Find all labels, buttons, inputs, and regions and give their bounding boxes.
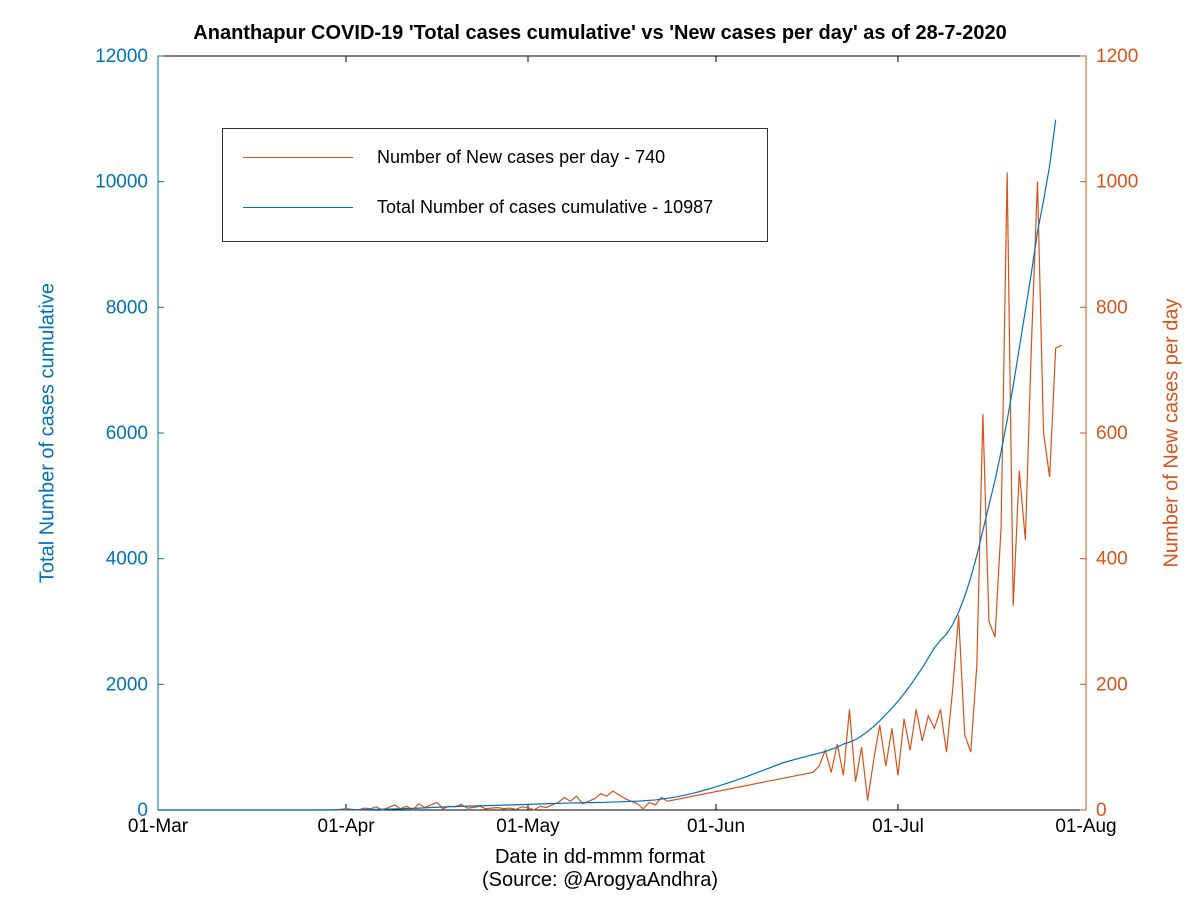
chart-container: Ananthapur COVID-19 'Total cases cumulat… xyxy=(0,0,1200,900)
legend-label: Number of New cases per day - 740 xyxy=(377,147,665,168)
legend-line-swatch xyxy=(243,207,353,208)
y-left-tick-label: 10000 xyxy=(95,172,148,193)
y-right-tick-label: 200 xyxy=(1096,674,1128,695)
y-left-tick-label: 12000 xyxy=(95,46,148,67)
y-axis-right-label: Number of New cases per day xyxy=(1161,298,1184,567)
y-right-tick-label: 0 xyxy=(1096,800,1107,821)
y-left-tick-label: 6000 xyxy=(106,423,148,444)
y-right-tick-label: 1000 xyxy=(1096,172,1138,193)
legend-item: Number of New cases per day - 740 xyxy=(243,139,747,175)
chart-title: Ananthapur COVID-19 'Total cases cumulat… xyxy=(0,22,1200,45)
legend-label: Total Number of cases cumulative - 10987 xyxy=(377,197,713,218)
x-axis-label-line2: (Source: @ArogyaAndhra) xyxy=(0,869,1200,892)
x-tick-label: 01-Apr xyxy=(318,816,376,837)
y-right-tick-label: 1200 xyxy=(1096,46,1138,67)
y-left-tick-label: 0 xyxy=(137,800,148,821)
legend: Number of New cases per day - 740 Total N… xyxy=(222,128,768,242)
y-left-tick-label: 4000 xyxy=(106,549,148,570)
series-new-cases xyxy=(158,172,1062,810)
x-tick-label: 01-Aug xyxy=(1055,816,1116,837)
x-tick-label: 01-Jul xyxy=(872,816,924,837)
y-axis-left-label: Total Number of cases cumulative xyxy=(37,283,60,583)
legend-item: Total Number of cases cumulative - 10987 xyxy=(243,189,747,225)
y-left-tick-label: 2000 xyxy=(106,674,148,695)
x-tick-label: 01-Jun xyxy=(687,816,745,837)
legend-line-swatch xyxy=(243,157,353,158)
y-right-tick-label: 600 xyxy=(1096,423,1128,444)
y-right-tick-label: 400 xyxy=(1096,549,1128,570)
y-right-tick-label: 800 xyxy=(1096,297,1128,318)
x-axis-label-line1: Date in dd-mmm format xyxy=(0,846,1200,869)
y-left-tick-label: 8000 xyxy=(106,297,148,318)
x-axis-label: Date in dd-mmm format (Source: @ArogyaAn… xyxy=(0,846,1200,892)
x-tick-label: 01-May xyxy=(496,816,560,837)
